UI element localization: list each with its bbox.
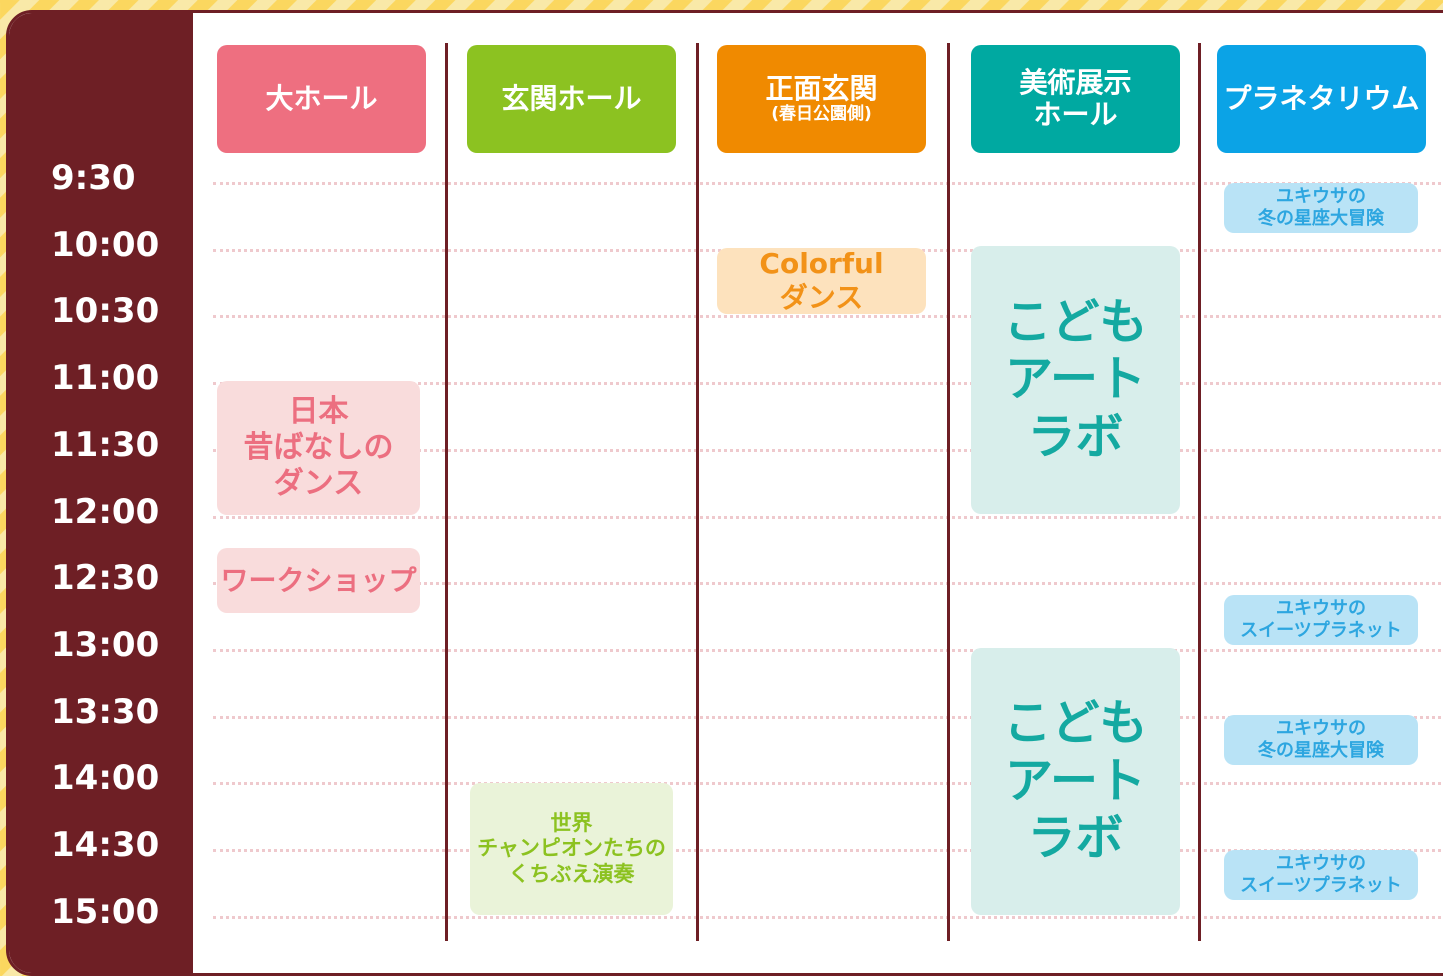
time-column [9, 13, 193, 973]
text: ダンス [273, 466, 364, 501]
column-header: プラネタリウム [1217, 45, 1426, 153]
event-block: ユキウサの 冬の星座大冒険 [1224, 715, 1418, 765]
text: 冬の星座大冒険 [1258, 740, 1384, 761]
text: ユキウサの [1276, 598, 1366, 620]
text: ホール [1033, 98, 1118, 131]
dotted-line [213, 315, 1443, 319]
text: ワークショップ [220, 563, 417, 597]
text: 大ホール [265, 81, 378, 115]
dotted-line [213, 582, 1443, 586]
text: 昔ばなしの [243, 430, 394, 465]
text: Colorful [759, 247, 884, 281]
time-label: 10:30 [51, 291, 160, 332]
text: ユキウサの [1276, 718, 1366, 740]
text: ラボ [1027, 408, 1124, 465]
dotted-line [213, 915, 1443, 919]
column-header: 正面玄関 (春日公園側) [717, 45, 926, 153]
text: 日本 [288, 394, 349, 429]
dotted-line [213, 715, 1443, 719]
event-block: ユキウサの スイーツプラネット [1224, 595, 1418, 645]
text: ダンス [779, 281, 864, 314]
text: アート [1004, 351, 1147, 408]
dotted-line [213, 849, 1443, 852]
text: スイーツプラネット [1240, 875, 1402, 896]
dotted-line [213, 515, 1443, 519]
event-block: ユキウサの スイーツプラネット [1224, 850, 1418, 900]
time-label: 14:00 [51, 758, 160, 799]
event-block: ユキウサの 冬の星座大冒険 [1224, 183, 1418, 233]
dotted-line [213, 382, 1443, 386]
time-label: 10:00 [51, 224, 160, 265]
event-block: こども アート ラボ [971, 648, 1180, 915]
text: ラボ [1027, 810, 1124, 867]
column-divider [1198, 43, 1201, 941]
column-divider [696, 43, 699, 941]
text: こども [1003, 695, 1148, 752]
text: 世界 [550, 811, 593, 836]
dotted-line [213, 648, 1443, 652]
time-label: 11:30 [51, 424, 160, 465]
text: くちぶえ演奏 [508, 861, 635, 886]
column-divider [445, 43, 448, 941]
time-label: 13:30 [51, 691, 160, 732]
dotted-line [213, 448, 1443, 452]
time-label: 15:00 [51, 891, 160, 932]
dotted-line [213, 782, 1443, 786]
event-block: Colorful ダンス [717, 247, 926, 314]
text: 正面玄関 [765, 72, 878, 106]
time-label: 13:00 [51, 624, 160, 665]
column-header: 玄関ホール [467, 45, 676, 153]
time-label: 12:30 [51, 558, 160, 599]
time-label: 9:30 [51, 158, 136, 198]
dotted-line [213, 182, 1443, 185]
schedule-card: 9:30 10:00 10:30 11:00 11:30 12:00 12:30 13:00 1… [6, 10, 1443, 976]
text: ユキウサの [1276, 853, 1366, 875]
text: プラネタリウム [1223, 81, 1420, 115]
event-block: 日本 昔ばなしの ダンス [217, 381, 420, 515]
text: チャンピオンたちの [477, 836, 666, 861]
time-label: 12:00 [51, 491, 160, 532]
column-divider [947, 43, 950, 941]
text: 冬の星座大冒険 [1258, 208, 1384, 229]
text: スイーツプラネット [1240, 620, 1402, 641]
text: ユキウサの [1276, 186, 1366, 208]
event-block: ワークショップ [217, 548, 420, 613]
text: こども [1003, 293, 1148, 350]
text: アート [1004, 752, 1147, 809]
time-label: 14:30 [51, 825, 160, 865]
text: 玄関ホール [501, 81, 642, 115]
event-block: こども アート ラボ [971, 246, 1180, 514]
text: (春日公園側) [771, 104, 872, 125]
time-label: 11:00 [51, 358, 160, 399]
event-block: 世界 チャンピオンたちの くちぶえ演奏 [470, 783, 673, 915]
text: 美術展示 [1019, 65, 1132, 99]
column-header: 大ホール [217, 45, 426, 153]
column-header: 美術展示 ホール [971, 45, 1180, 153]
